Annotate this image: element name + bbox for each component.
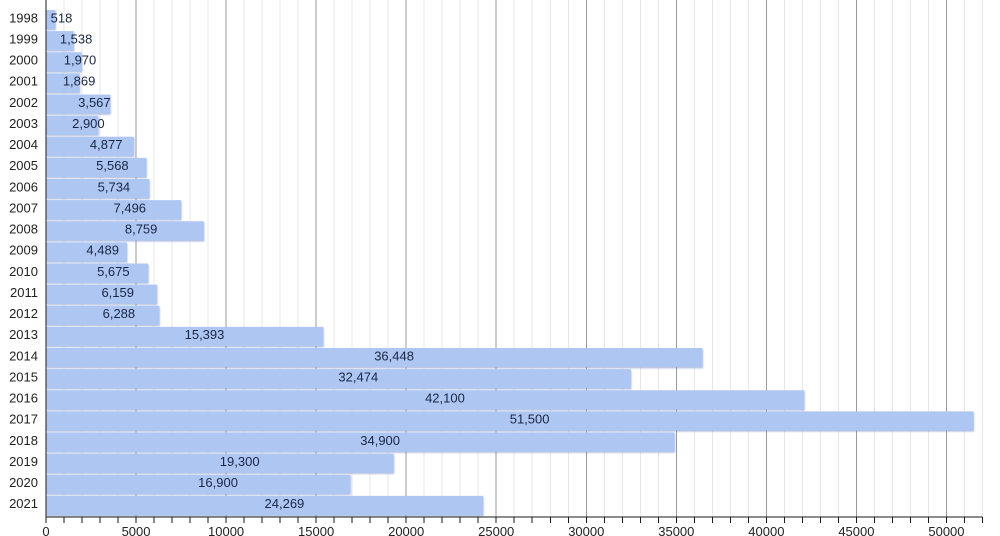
svg-text:2010: 2010 [9, 264, 38, 279]
svg-text:35000: 35000 [658, 524, 694, 536]
svg-text:1,538: 1,538 [60, 31, 93, 46]
svg-text:0: 0 [42, 524, 49, 536]
svg-text:2006: 2006 [9, 179, 38, 194]
svg-text:51,500: 51,500 [510, 412, 550, 427]
svg-text:4,489: 4,489 [86, 243, 119, 258]
svg-text:2014: 2014 [9, 348, 38, 363]
svg-text:3,567: 3,567 [78, 95, 111, 110]
svg-text:518: 518 [51, 10, 73, 25]
svg-text:36,448: 36,448 [374, 348, 414, 363]
svg-text:34,900: 34,900 [360, 433, 400, 448]
svg-text:2007: 2007 [9, 200, 38, 215]
svg-text:40000: 40000 [748, 524, 784, 536]
svg-text:2021: 2021 [9, 496, 38, 511]
svg-text:1,869: 1,869 [63, 74, 96, 89]
svg-text:2,900: 2,900 [72, 116, 105, 131]
svg-text:16,900: 16,900 [198, 475, 238, 490]
svg-text:5,734: 5,734 [98, 179, 131, 194]
svg-text:2001: 2001 [9, 74, 38, 89]
svg-text:20000: 20000 [388, 524, 424, 536]
svg-text:2008: 2008 [9, 222, 38, 237]
svg-text:2012: 2012 [9, 306, 38, 321]
svg-text:15,393: 15,393 [185, 327, 225, 342]
svg-text:5,568: 5,568 [96, 158, 129, 173]
svg-text:5000: 5000 [122, 524, 151, 536]
svg-text:2020: 2020 [9, 475, 38, 490]
svg-text:15000: 15000 [298, 524, 334, 536]
svg-text:2016: 2016 [9, 391, 38, 406]
svg-text:2002: 2002 [9, 95, 38, 110]
svg-text:2019: 2019 [9, 454, 38, 469]
svg-text:2017: 2017 [9, 412, 38, 427]
svg-text:24,269: 24,269 [265, 496, 305, 511]
svg-text:50000: 50000 [928, 524, 964, 536]
svg-text:32,474: 32,474 [338, 369, 378, 384]
svg-text:2013: 2013 [9, 327, 38, 342]
svg-text:10000: 10000 [208, 524, 244, 536]
svg-text:25000: 25000 [478, 524, 514, 536]
svg-text:42,100: 42,100 [425, 391, 465, 406]
svg-text:2000: 2000 [9, 53, 38, 68]
svg-text:2003: 2003 [9, 116, 38, 131]
svg-text:4,877: 4,877 [90, 137, 123, 152]
svg-text:1998: 1998 [9, 10, 38, 25]
svg-text:30000: 30000 [568, 524, 604, 536]
svg-text:2004: 2004 [9, 137, 38, 152]
svg-text:6,159: 6,159 [101, 285, 134, 300]
svg-text:19,300: 19,300 [220, 454, 260, 469]
svg-text:2009: 2009 [9, 243, 38, 258]
svg-text:1,970: 1,970 [64, 53, 97, 68]
svg-text:7,496: 7,496 [114, 200, 147, 215]
svg-text:2011: 2011 [10, 285, 38, 300]
svg-text:8,759: 8,759 [125, 222, 158, 237]
svg-text:45000: 45000 [838, 524, 874, 536]
svg-text:6,288: 6,288 [103, 306, 136, 321]
svg-text:1999: 1999 [9, 31, 38, 46]
svg-text:2005: 2005 [9, 158, 38, 173]
svg-text:5,675: 5,675 [97, 264, 130, 279]
svg-text:2018: 2018 [9, 433, 38, 448]
svg-text:2015: 2015 [9, 369, 38, 384]
